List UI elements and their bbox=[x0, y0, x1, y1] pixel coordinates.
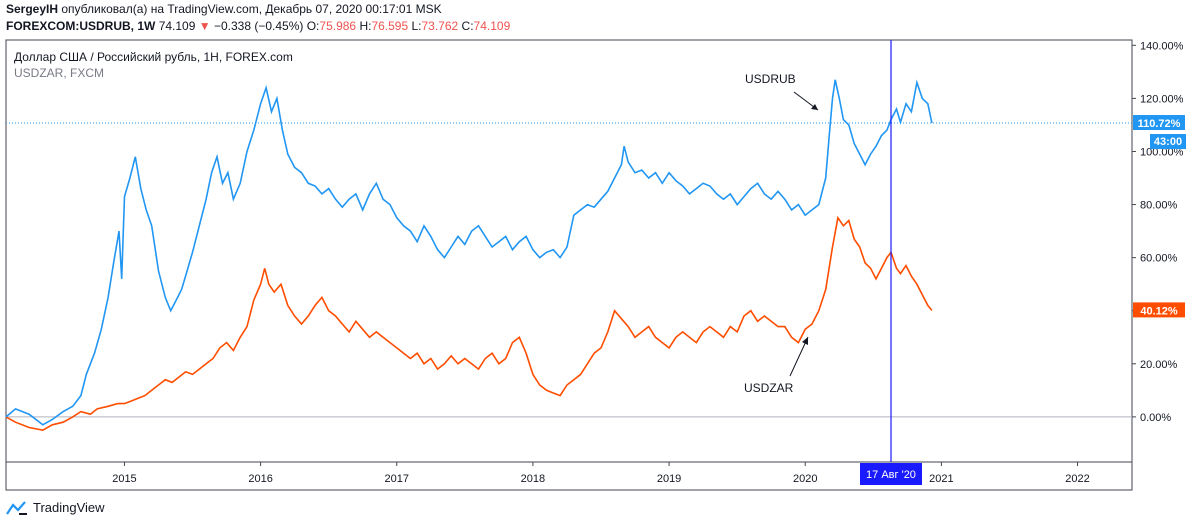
arrowhead-usdrub-icon bbox=[811, 104, 818, 110]
crosshair-time-badge bbox=[860, 463, 923, 485]
crosshair-time-text: 17 Авг '20 bbox=[866, 469, 916, 481]
high-label: H: bbox=[359, 19, 372, 33]
annotation-usdrub: USDRUB bbox=[745, 72, 796, 86]
x-tick-label: 2019 bbox=[657, 473, 681, 485]
price-badge-usdzar bbox=[1133, 302, 1185, 318]
publish-text: опубликовал(а) на TradingView.com, Декаб… bbox=[61, 2, 442, 16]
y-tick-label: 0.00% bbox=[1140, 412, 1171, 424]
legend-compare: USDZAR, FXCM bbox=[14, 66, 104, 80]
high-value: 76.595 bbox=[371, 19, 409, 33]
x-tick-label: 2015 bbox=[112, 473, 136, 485]
series-line-usdrub bbox=[5, 79, 933, 426]
y-tick-label: 80.00% bbox=[1140, 200, 1178, 212]
legend-main: Доллар США / Российский рубль, 1H, FOREX… bbox=[14, 50, 293, 64]
arrowhead-usdzar-icon bbox=[802, 337, 808, 345]
price-change: −0.338 (−0.45%) bbox=[213, 19, 304, 33]
last-label-usdzar: 40.12% bbox=[1133, 302, 1185, 318]
x-axis-ticks: 2015 2016 2017 2018 2019 2020 2021 2022 bbox=[112, 462, 1090, 485]
tradingview-brand: TradingView bbox=[33, 500, 105, 515]
x-tick-label: 2016 bbox=[248, 473, 272, 485]
last-label-usdrub: 110.72% 43:00 bbox=[1133, 115, 1186, 150]
down-arrow-icon: ▼ bbox=[198, 19, 211, 33]
series-line-usdzar bbox=[5, 215, 933, 432]
y-tick-label: 120.00% bbox=[1140, 93, 1184, 105]
tradingview-logo-icon bbox=[6, 500, 27, 515]
x-tick-label: 2018 bbox=[521, 473, 545, 485]
countdown-badge-text: 43:00 bbox=[1154, 136, 1182, 148]
y-tick-label: 60.00% bbox=[1140, 253, 1178, 265]
crosshair-time-label: 17 Авг '20 bbox=[860, 463, 923, 485]
x-tick-label: 2017 bbox=[385, 473, 409, 485]
author-name[interactable]: SergeyIH bbox=[6, 2, 59, 16]
y-tick-label: 140.00% bbox=[1140, 40, 1184, 52]
low-label: L: bbox=[411, 19, 422, 33]
y-axis-ticks: 140.00%120.00%100.00%80.00%60.00%40.00%2… bbox=[1132, 40, 1184, 424]
symbol-info: FOREXCOM:USDRUB, 1W 74.109 ▼ −0.338 (−0.… bbox=[6, 19, 510, 33]
close-label: C: bbox=[461, 19, 474, 33]
price-badge-usdzar-text: 40.12% bbox=[1140, 305, 1178, 317]
price-badge-usdrub bbox=[1133, 115, 1185, 131]
close-value: 74.109 bbox=[473, 19, 511, 33]
plot-frame bbox=[5, 39, 1133, 491]
open-label: O: bbox=[306, 19, 320, 33]
x-tick-label: 2020 bbox=[793, 473, 817, 485]
tradingview-branding[interactable]: TradingView bbox=[6, 500, 105, 515]
y-tick-label: 100.00% bbox=[1140, 146, 1184, 158]
open-value: 75.986 bbox=[319, 19, 357, 33]
last-price: 74.109 bbox=[158, 19, 196, 33]
publish-info: SergeyIH опубликовал(а) на TradingView.c… bbox=[6, 2, 442, 16]
y-tick-label: 20.00% bbox=[1140, 359, 1178, 371]
price-badge-usdrub-text: 110.72% bbox=[1138, 118, 1181, 130]
annotation-usdzar: USDZAR bbox=[744, 381, 794, 395]
x-tick-label: 2022 bbox=[1065, 473, 1089, 485]
x-tick-label: 2021 bbox=[929, 473, 953, 485]
countdown-badge bbox=[1150, 134, 1186, 150]
symbol-name: FOREXCOM:USDRUB, 1W bbox=[6, 19, 156, 33]
low-value: 73.762 bbox=[421, 19, 459, 33]
